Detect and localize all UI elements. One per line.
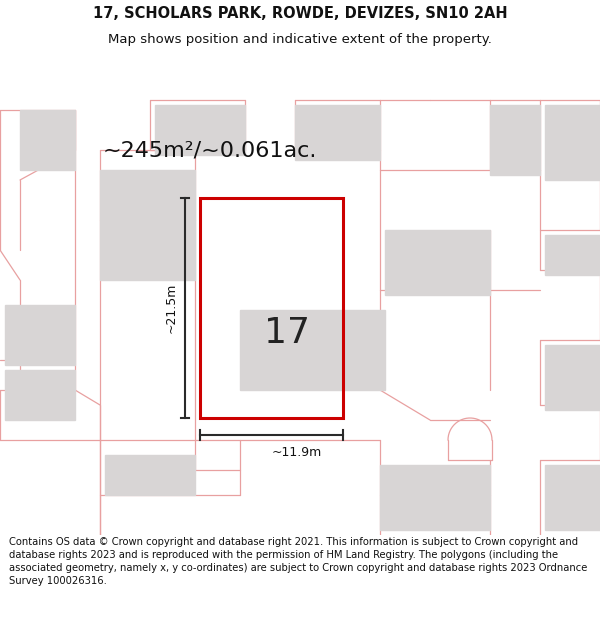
Bar [20, 110, 75, 170]
Bar [5, 305, 75, 365]
Bar [385, 230, 490, 295]
Text: 17: 17 [263, 316, 310, 350]
Bar [295, 105, 380, 160]
Bar [380, 465, 490, 530]
Bar [5, 370, 75, 420]
Bar [545, 465, 600, 530]
Bar [200, 198, 343, 418]
Bar [155, 105, 245, 155]
Text: Contains OS data © Crown copyright and database right 2021. This information is : Contains OS data © Crown copyright and d… [9, 537, 587, 586]
Bar [100, 170, 195, 280]
Text: ~11.9m: ~11.9m [271, 446, 322, 459]
Bar [545, 345, 600, 410]
Bar [490, 105, 540, 175]
Bar [240, 310, 385, 390]
Text: Map shows position and indicative extent of the property.: Map shows position and indicative extent… [108, 32, 492, 46]
Text: 17, SCHOLARS PARK, ROWDE, DEVIZES, SN10 2AH: 17, SCHOLARS PARK, ROWDE, DEVIZES, SN10 … [92, 6, 508, 21]
Text: ~245m²/~0.061ac.: ~245m²/~0.061ac. [103, 140, 317, 160]
Text: ~21.5m: ~21.5m [164, 282, 178, 333]
Bar [545, 105, 600, 180]
Bar [105, 455, 195, 495]
Bar [545, 235, 600, 275]
